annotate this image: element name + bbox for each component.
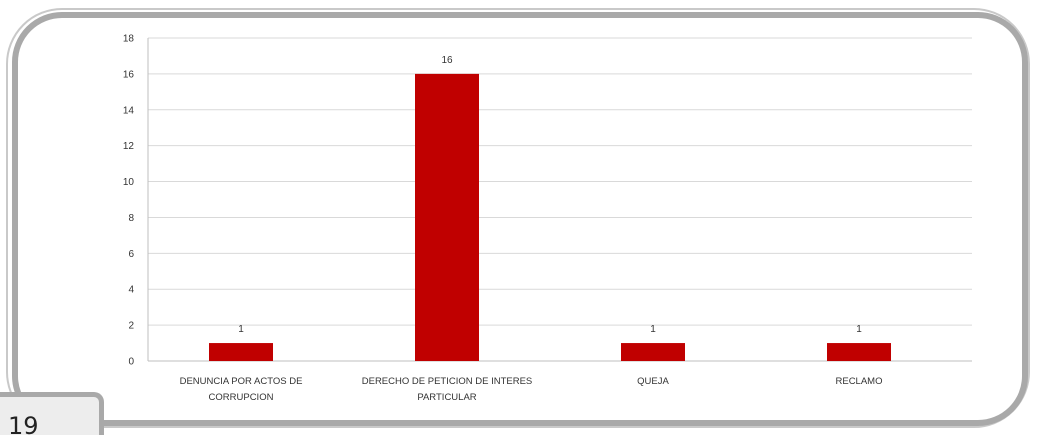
data-label: 16 (441, 55, 453, 66)
slide-frame-outline (6, 8, 1030, 428)
bar (827, 343, 891, 361)
y-tick-label: 8 (128, 213, 134, 224)
y-tick-label: 16 (123, 69, 135, 80)
axes: 0 2 4 6 8 10 12 14 16 18 (123, 34, 972, 368)
bar (209, 343, 273, 361)
y-tick-label: 6 (128, 249, 134, 260)
x-tick-label: QUEJA (637, 376, 669, 387)
data-label: 1 (238, 324, 244, 335)
labels: 1 DENUNCIA POR ACTOS DE CORRUPCION 16 DERECH… (180, 55, 883, 403)
x-tick-label: CORRUPCION (209, 392, 274, 403)
page-number: 19 (8, 412, 39, 440)
x-tick-label: DERECHO DE PETICION DE INTERES (362, 376, 533, 387)
y-tick-label: 0 (128, 357, 134, 368)
x-tick-label: PARTICULAR (417, 392, 476, 403)
x-tick-label: DENUNCIA POR ACTOS DE (180, 376, 303, 387)
y-tick-label: 4 (128, 285, 134, 296)
gridlines (148, 37, 972, 326)
y-tick-label: 2 (128, 321, 134, 332)
bar (621, 343, 685, 361)
y-tick-label: 18 (123, 34, 135, 45)
data-label: 1 (650, 324, 656, 335)
data-label: 1 (856, 324, 862, 335)
x-tick-label: RECLAMO (836, 376, 883, 387)
y-tick-label: 12 (123, 141, 135, 152)
y-tick-label: 10 (123, 177, 135, 188)
page-number-tab (0, 392, 104, 435)
y-tick-label: 14 (123, 105, 135, 116)
bars (209, 73, 891, 361)
bar (415, 73, 479, 361)
